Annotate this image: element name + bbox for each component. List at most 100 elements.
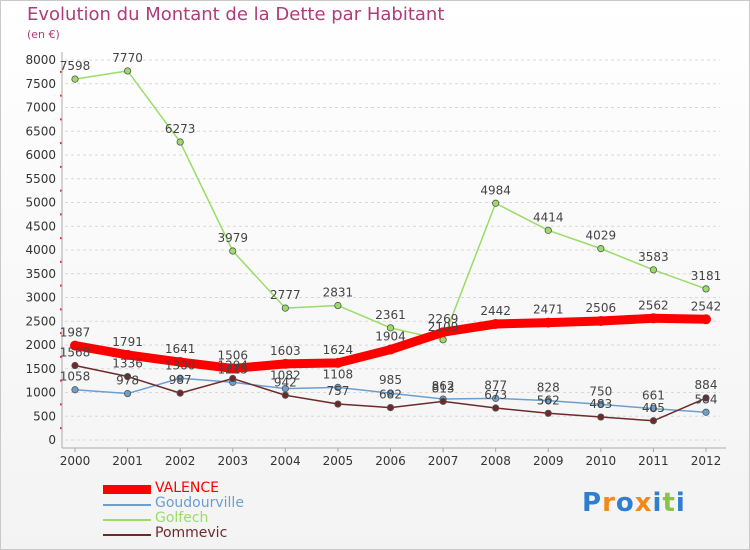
x-tick-label: 2004 bbox=[270, 454, 301, 468]
data-label: 1603 bbox=[270, 344, 301, 358]
data-label: 862 bbox=[432, 379, 455, 393]
y-tick-label: 6000 bbox=[25, 148, 56, 162]
data-point bbox=[71, 361, 79, 370]
data-point bbox=[334, 383, 342, 391]
data-label: 2361 bbox=[375, 308, 406, 322]
chart-subtitle: (en €) bbox=[27, 28, 60, 41]
data-label: 1082 bbox=[270, 369, 301, 383]
data-point bbox=[649, 405, 658, 413]
data-point bbox=[122, 349, 133, 360]
data-label: 7770 bbox=[112, 51, 143, 65]
data-label: 4984 bbox=[480, 183, 511, 197]
data-point bbox=[544, 409, 552, 417]
y-tick-label: 4000 bbox=[25, 243, 56, 257]
data-label: 6273 bbox=[165, 122, 196, 136]
brand-letter: t bbox=[662, 488, 676, 518]
data-point bbox=[176, 138, 184, 146]
y-tick-label: 1000 bbox=[25, 386, 56, 400]
data-label: 1568 bbox=[60, 346, 91, 360]
data-label: 1294 bbox=[217, 359, 248, 373]
data-point bbox=[702, 394, 710, 402]
data-label: 1987 bbox=[60, 326, 91, 340]
data-label: 2471 bbox=[533, 303, 564, 317]
data-point bbox=[229, 247, 237, 255]
y-tick-label: 7000 bbox=[25, 101, 56, 115]
y-tick-label: 1500 bbox=[25, 362, 56, 376]
y-tick-label: 5500 bbox=[25, 172, 56, 186]
data-point bbox=[123, 67, 132, 75]
data-label: 483 bbox=[589, 397, 612, 411]
data-label: 1108 bbox=[323, 367, 354, 381]
brand-letter: o bbox=[615, 488, 635, 518]
data-point bbox=[597, 245, 605, 253]
data-point bbox=[123, 389, 132, 398]
data-label: 1215 bbox=[217, 362, 248, 376]
series-line-golfech bbox=[74, 70, 707, 341]
x-tick-label: 2007 bbox=[428, 454, 459, 468]
brand-letter: i bbox=[675, 488, 686, 518]
y-tick-label: 3000 bbox=[25, 291, 56, 305]
data-point bbox=[123, 372, 132, 381]
brand-letter: i bbox=[652, 488, 663, 518]
data-label: 813 bbox=[432, 381, 455, 395]
data-point bbox=[334, 301, 342, 310]
y-tick-label: 5000 bbox=[25, 196, 56, 210]
x-tick-label: 2005 bbox=[323, 454, 354, 468]
data-label: 3979 bbox=[217, 231, 248, 245]
data-point bbox=[280, 358, 291, 369]
data-point bbox=[595, 315, 606, 326]
data-label: 757 bbox=[326, 384, 349, 398]
data-point bbox=[386, 404, 395, 412]
data-label: 1624 bbox=[323, 343, 354, 357]
data-label: 3181 bbox=[691, 269, 722, 283]
data-point bbox=[492, 404, 500, 412]
x-tick-label: 2001 bbox=[112, 454, 143, 468]
data-point bbox=[597, 413, 605, 421]
data-point bbox=[597, 400, 605, 408]
data-point bbox=[229, 374, 237, 383]
data-label: 1791 bbox=[112, 335, 143, 349]
legend-label-valence: VALENCE bbox=[155, 480, 219, 496]
data-point bbox=[490, 319, 501, 330]
data-point bbox=[701, 314, 711, 325]
data-point bbox=[71, 386, 79, 394]
x-tick-label: 2009 bbox=[533, 454, 564, 468]
data-label: 2542 bbox=[691, 299, 722, 313]
x-tick-label: 2000 bbox=[60, 454, 91, 468]
data-label: 750 bbox=[589, 384, 612, 398]
x-tick-label: 2002 bbox=[165, 454, 196, 468]
x-tick-label: 2011 bbox=[638, 454, 669, 468]
data-label: 682 bbox=[379, 388, 402, 402]
data-point bbox=[176, 389, 184, 397]
data-label: 673 bbox=[484, 388, 507, 402]
x-tick-label: 2008 bbox=[480, 454, 511, 468]
data-label: 2831 bbox=[323, 286, 354, 300]
data-point bbox=[649, 417, 658, 425]
y-tick-label: 7500 bbox=[25, 77, 56, 91]
data-label: 7598 bbox=[60, 59, 91, 73]
data-point bbox=[332, 357, 343, 368]
legend-swatch-pommevic bbox=[103, 534, 151, 536]
data-label: 1058 bbox=[60, 370, 91, 384]
legend-swatch-goudourville bbox=[103, 504, 151, 506]
data-point bbox=[386, 389, 395, 397]
data-point bbox=[648, 313, 659, 324]
data-label: 978 bbox=[116, 374, 139, 388]
data-label: 2442 bbox=[480, 304, 511, 318]
data-point bbox=[281, 304, 289, 312]
data-label: 985 bbox=[379, 373, 402, 387]
data-point bbox=[176, 374, 184, 382]
y-tick-label: 8000 bbox=[25, 53, 56, 67]
legend-label-golfech: Golfech bbox=[155, 510, 209, 526]
y-tick-label: 6500 bbox=[25, 124, 56, 138]
data-point bbox=[71, 75, 79, 83]
data-point bbox=[438, 327, 449, 338]
data-point bbox=[543, 317, 554, 328]
data-label: 4414 bbox=[533, 210, 564, 224]
legend-swatch-golfech bbox=[103, 519, 151, 521]
brand-letter: P bbox=[582, 488, 603, 518]
data-point bbox=[702, 285, 710, 293]
data-point bbox=[649, 266, 658, 274]
data-label: 2777 bbox=[270, 288, 301, 302]
